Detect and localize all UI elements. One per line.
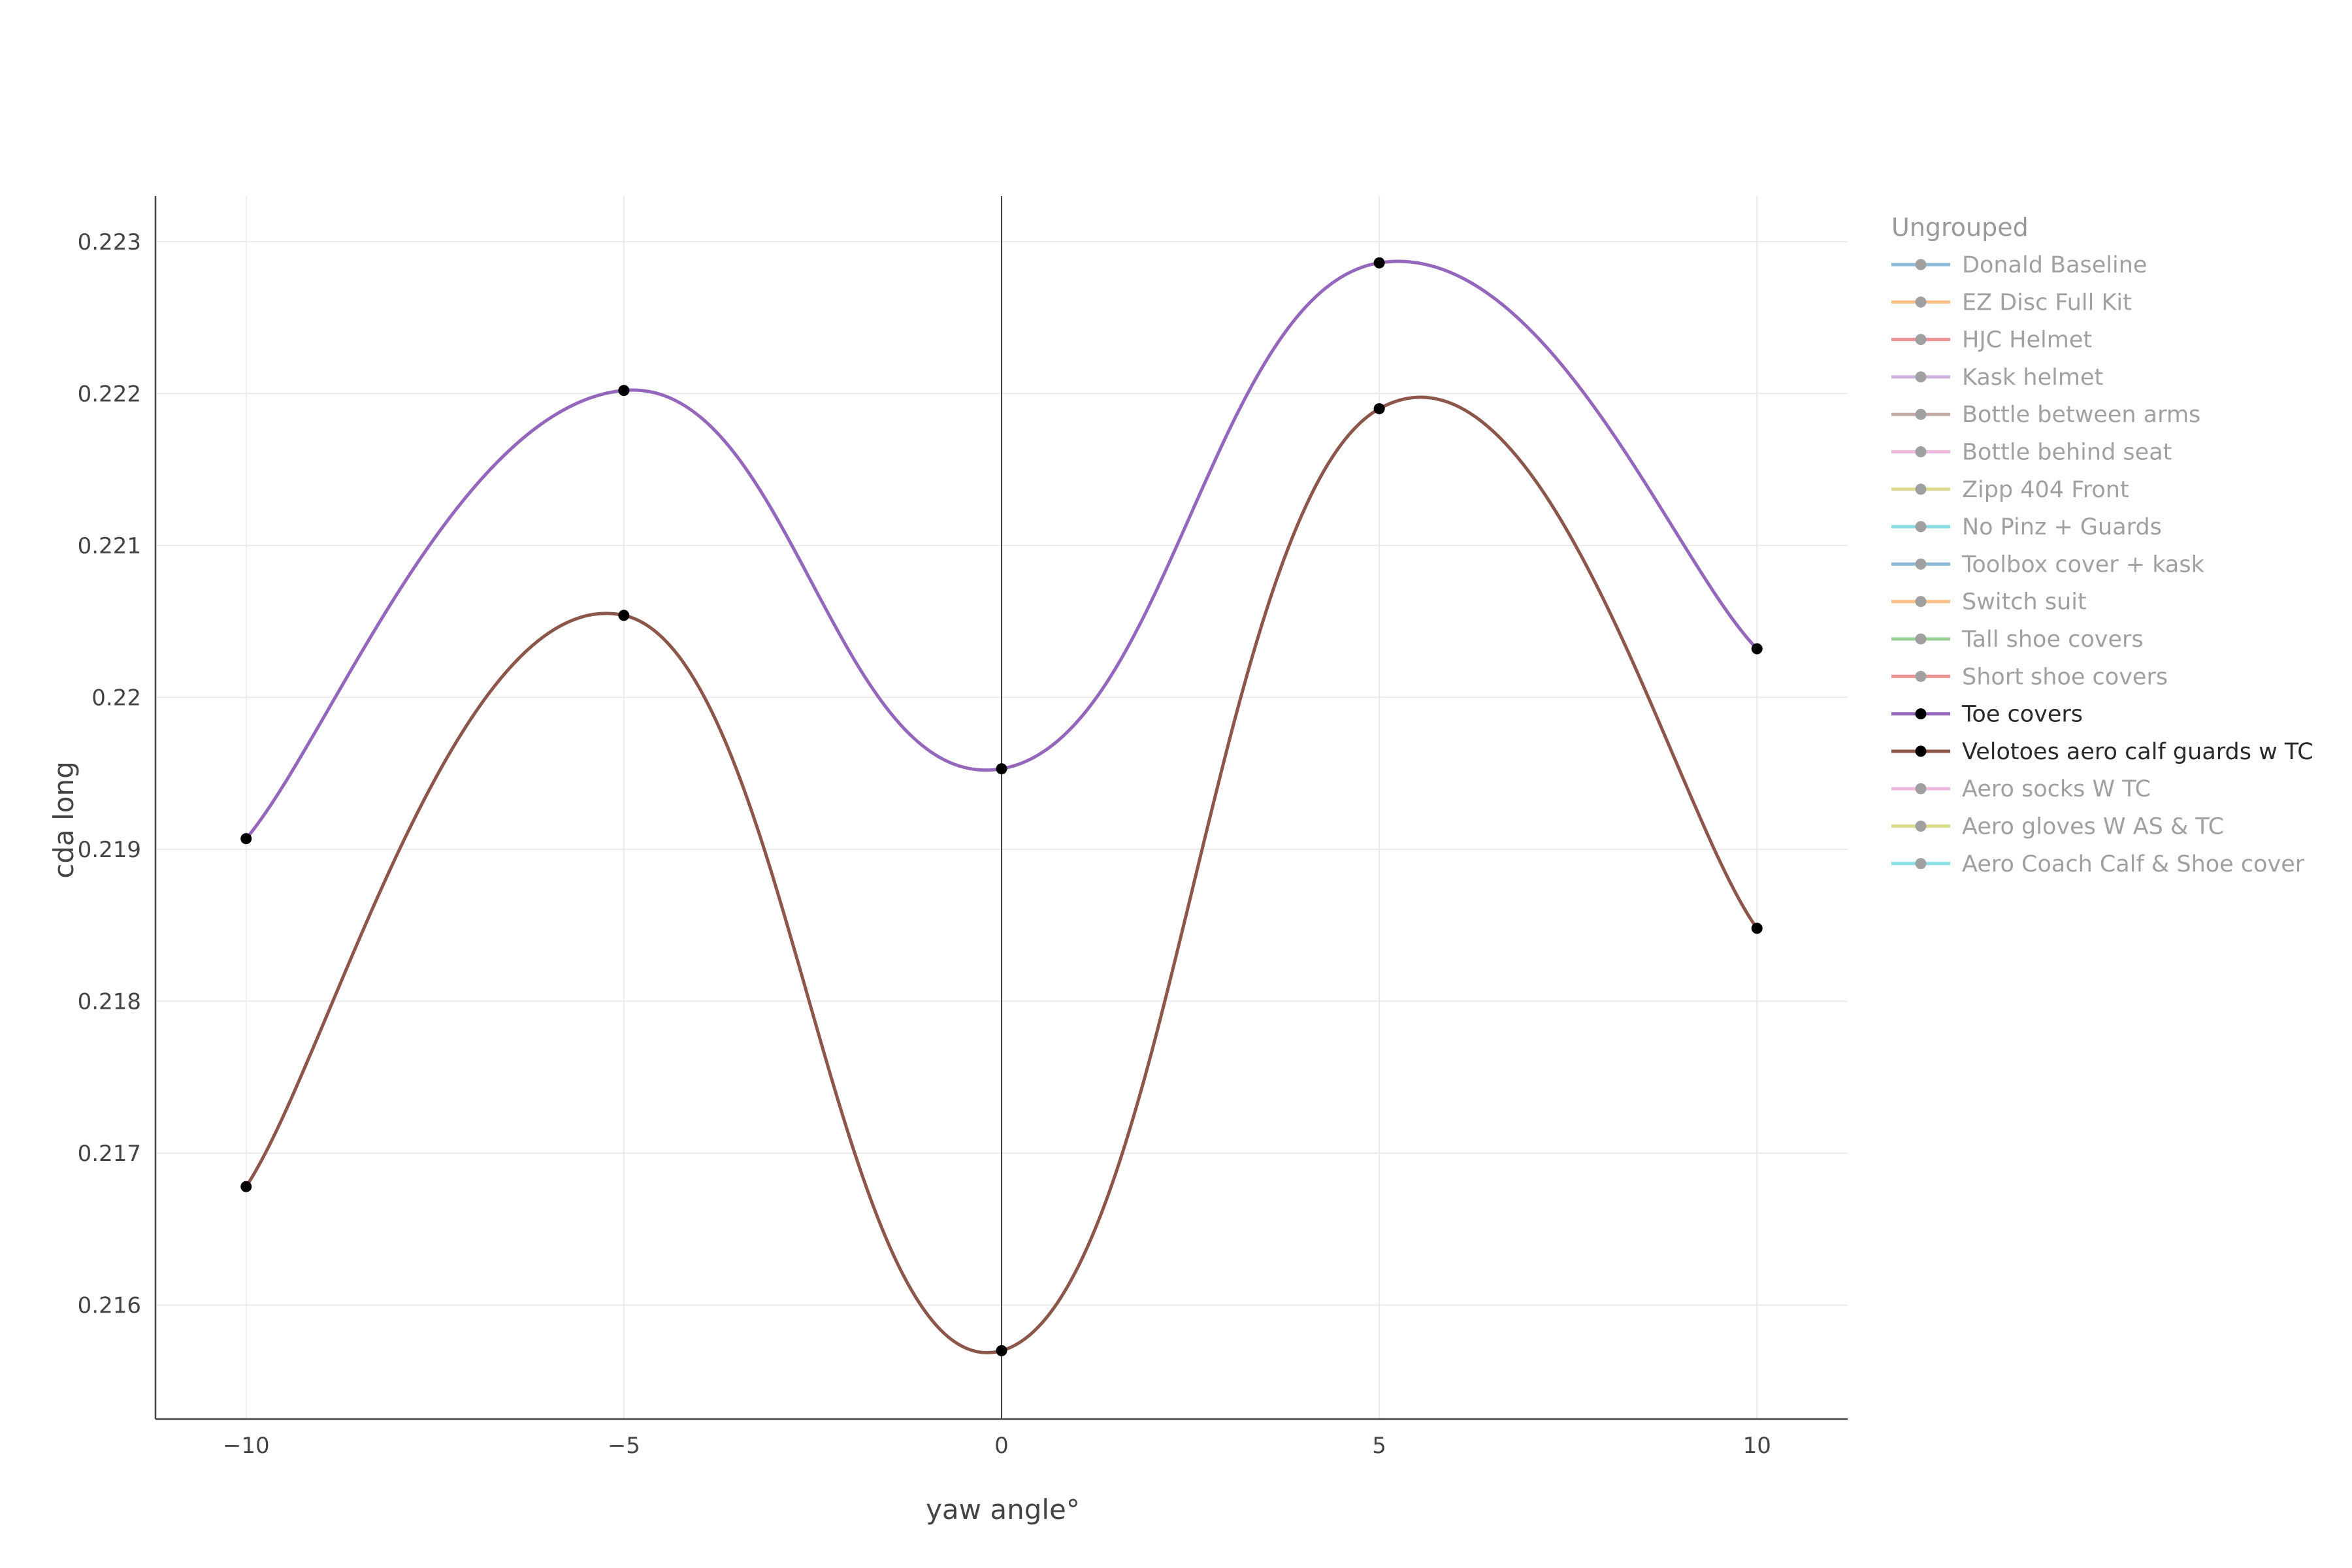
data-point-s0-1[interactable] [618, 385, 630, 397]
y-tick-label: 0.223 [78, 229, 141, 255]
data-point-s0-3[interactable] [1373, 257, 1385, 269]
y-tick-label: 0.221 [78, 533, 141, 559]
legend-swatch-marker [1915, 408, 1927, 420]
legend[interactable]: Ungrouped Donald Baseline EZ Disc Full Ki… [1891, 213, 2313, 877]
legend-label: Donald Baseline [1962, 252, 2147, 278]
legend-swatch-marker [1915, 259, 1927, 270]
legend-item[interactable]: Velotoes aero calf guards w TC [1891, 739, 2313, 765]
data-point-s1-3[interactable] [1373, 403, 1385, 415]
axes-layer [154, 196, 1848, 1420]
data-point-s1-4[interactable] [1751, 923, 1763, 934]
x-tick-label: −5 [608, 1433, 640, 1459]
legend-item[interactable]: Bottle between arms [1891, 402, 2200, 428]
legend-item[interactable]: Toe covers [1891, 702, 2083, 728]
legend-swatch-marker [1915, 558, 1927, 570]
legend-swatch-marker [1915, 783, 1927, 794]
legend-swatch-marker [1915, 296, 1927, 308]
legend-label: Zipp 404 Front [1962, 477, 2129, 503]
data-point-s0-0[interactable] [240, 833, 252, 845]
legend-swatch-marker [1915, 483, 1927, 495]
x-tick-label: 0 [994, 1433, 1009, 1459]
legend-swatch-marker [1915, 858, 1927, 870]
data-point-s1-0[interactable] [240, 1181, 252, 1192]
legend-item[interactable]: Tall shoe covers [1891, 627, 2144, 653]
legend-swatch-marker [1915, 708, 1927, 720]
legend-swatch-marker [1915, 633, 1927, 645]
y-tick-label: 0.22 [91, 685, 141, 711]
data-point-s1-1[interactable] [618, 610, 630, 621]
x-tick-label: −10 [223, 1433, 270, 1459]
legend-swatch-marker [1915, 446, 1927, 457]
legend-item[interactable]: Aero socks W TC [1891, 776, 2151, 802]
legend-item[interactable]: Switch suit [1891, 589, 2087, 615]
legend-label: Switch suit [1962, 589, 2087, 615]
legend-swatch-marker [1915, 821, 1927, 832]
y-tick-label: 0.219 [78, 837, 141, 863]
legend-label: Kask helmet [1962, 365, 2103, 391]
legend-label: Toolbox cover + kask [1961, 551, 2205, 578]
legend-swatch-marker [1915, 334, 1927, 346]
legend-label: Bottle between arms [1962, 402, 2200, 428]
legend-item[interactable]: Aero Coach Calf & Shoe cover [1891, 851, 2305, 877]
legend-swatch-marker [1915, 670, 1927, 682]
legend-label: Aero socks W TC [1962, 776, 2151, 802]
legend-item[interactable]: No Pinz + Guards [1891, 514, 2162, 540]
legend-label: Velotoes aero calf guards w TC [1962, 739, 2313, 765]
legend-items[interactable]: Donald Baseline EZ Disc Full Kit HJC Helme… [1891, 252, 2313, 877]
y-tick-label: 0.218 [78, 988, 141, 1015]
legend-title: Ungrouped [1891, 213, 2029, 242]
legend-swatch-marker [1915, 371, 1927, 383]
data-point-s1-2[interactable] [996, 1345, 1007, 1356]
y-tick-label: 0.216 [78, 1293, 141, 1319]
legend-label: Aero gloves W AS & TC [1962, 814, 2224, 840]
legend-item[interactable]: Bottle behind seat [1891, 440, 2172, 466]
legend-swatch-marker [1915, 521, 1927, 532]
x-tick-label: 10 [1743, 1433, 1771, 1459]
legend-item[interactable]: Short shoe covers [1891, 664, 2168, 690]
y-axis-title: cda long [48, 761, 80, 878]
data-point-s0-4[interactable] [1751, 643, 1763, 655]
legend-item[interactable]: Kask helmet [1891, 365, 2103, 391]
legend-swatch-marker [1915, 596, 1927, 608]
legend-item[interactable]: Zipp 404 Front [1891, 477, 2129, 503]
legend-label: Bottle behind seat [1962, 440, 2172, 466]
data-point-s0-2[interactable] [996, 763, 1007, 775]
marker-layer [240, 257, 1763, 1356]
legend-label: HJC Helmet [1962, 327, 2092, 353]
legend-label: EZ Disc Full Kit [1962, 289, 2132, 316]
tick-layer: 0.216 0.217 0.218 0.219 0.22 0.221 0.222 0.223 −… [78, 229, 1771, 1459]
x-axis-title: yaw angle° [926, 1494, 1080, 1526]
legend-swatch-marker [1915, 745, 1927, 757]
y-tick-label: 0.222 [78, 381, 141, 407]
legend-label: Tall shoe covers [1961, 627, 2144, 653]
legend-label: Toe covers [1961, 702, 2083, 728]
legend-item[interactable]: HJC Helmet [1891, 327, 2092, 353]
x-tick-label: 5 [1372, 1433, 1386, 1459]
legend-item[interactable]: Toolbox cover + kask [1891, 551, 2205, 578]
legend-item[interactable]: Donald Baseline [1891, 252, 2147, 278]
legend-label: No Pinz + Guards [1962, 514, 2162, 540]
y-tick-label: 0.217 [78, 1141, 141, 1167]
legend-label: Aero Coach Calf & Shoe cover [1962, 851, 2305, 877]
legend-item[interactable]: EZ Disc Full Kit [1891, 289, 2132, 316]
legend-label: Short shoe covers [1962, 664, 2168, 690]
legend-item[interactable]: Aero gloves W AS & TC [1891, 814, 2224, 840]
